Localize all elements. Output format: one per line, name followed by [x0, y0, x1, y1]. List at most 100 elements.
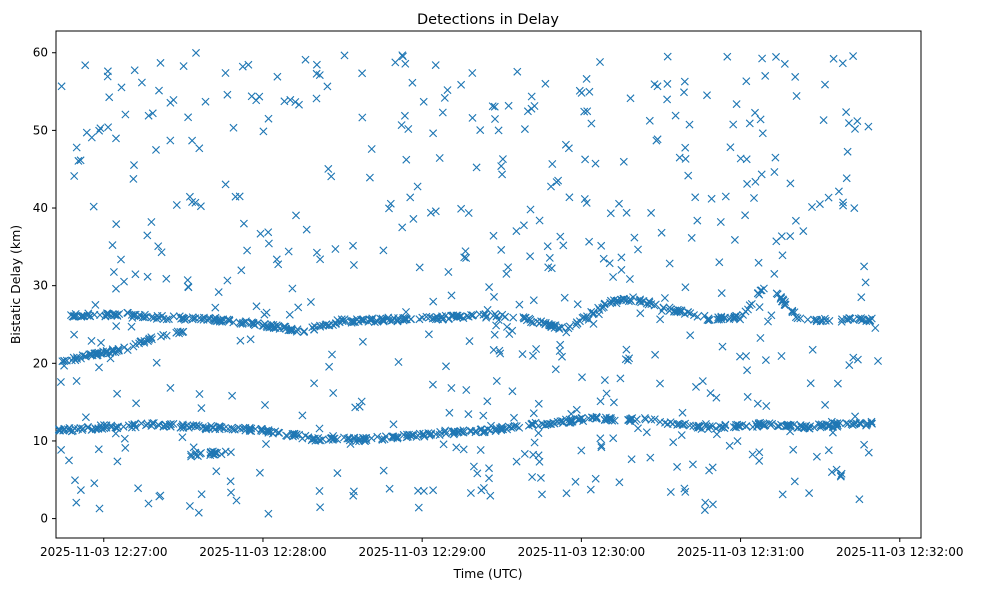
- detection-point: [226, 477, 235, 486]
- detection-point: [429, 297, 438, 306]
- detection-point: [594, 310, 603, 319]
- detection-point: [419, 487, 428, 495]
- detection-point: [832, 465, 841, 474]
- detection-point: [255, 468, 264, 477]
- detection-point: [71, 476, 79, 485]
- detection-point: [715, 258, 724, 267]
- detection-point: [838, 59, 847, 68]
- detection-point: [556, 232, 565, 241]
- detection-point: [684, 171, 693, 180]
- detection-point: [380, 435, 389, 444]
- detection-point: [256, 229, 265, 238]
- detection-point: [391, 58, 400, 67]
- detection-point: [661, 418, 669, 427]
- detection-point: [833, 379, 842, 388]
- detection-point: [519, 221, 528, 230]
- detection-point: [468, 69, 477, 77]
- detection-point: [273, 72, 282, 81]
- detection-point: [444, 268, 453, 276]
- detection-point: [509, 423, 518, 431]
- detection-point: [462, 386, 471, 394]
- detection-point: [839, 198, 847, 207]
- detection-point: [846, 314, 855, 323]
- detection-point: [189, 421, 198, 430]
- detection-point: [463, 312, 472, 320]
- detection-point: [806, 379, 815, 388]
- detection-point: [646, 453, 655, 462]
- detection-point: [745, 301, 754, 310]
- detection-point: [357, 397, 366, 406]
- detection-point: [762, 402, 771, 410]
- detection-point: [591, 474, 600, 483]
- detection-point: [520, 314, 529, 323]
- detection-point: [381, 432, 390, 441]
- detection-point: [573, 300, 582, 309]
- detection-point: [452, 443, 461, 452]
- detection-point: [95, 126, 104, 135]
- detection-point: [632, 415, 641, 424]
- detection-point: [790, 308, 799, 317]
- detection-point: [615, 478, 624, 487]
- detection-point: [117, 83, 126, 92]
- detection-point: [351, 403, 360, 412]
- detection-point: [223, 276, 232, 285]
- detection-point: [464, 209, 473, 217]
- detection-point: [508, 387, 517, 396]
- detection-point: [666, 488, 675, 496]
- detection-point: [603, 415, 612, 424]
- detection-point: [346, 440, 355, 448]
- detection-point: [94, 445, 103, 454]
- detection-point: [204, 424, 213, 433]
- detection-point: [347, 316, 356, 325]
- detection-point: [245, 426, 254, 435]
- detection-point: [755, 456, 764, 465]
- detection-point: [862, 421, 871, 430]
- detection-point: [544, 263, 553, 272]
- detection-point: [157, 248, 166, 257]
- detection-point: [621, 355, 630, 364]
- detection-point: [194, 508, 203, 517]
- detection-point: [751, 108, 759, 117]
- detection-point: [834, 187, 843, 196]
- detection-point: [70, 172, 79, 180]
- detection-point: [442, 362, 450, 371]
- detection-point: [447, 291, 456, 300]
- x-tick-label: 2025-11-03 12:27:00: [40, 545, 167, 559]
- detection-point: [587, 119, 596, 128]
- detection-point: [591, 159, 600, 168]
- detection-point: [291, 98, 300, 106]
- detection-point: [568, 417, 577, 426]
- detection-point: [488, 102, 497, 111]
- detection-point: [81, 413, 90, 422]
- detection-point: [471, 428, 480, 437]
- detection-point: [636, 295, 645, 304]
- detection-point: [790, 477, 799, 486]
- detection-point: [399, 430, 408, 439]
- detection-point: [149, 313, 158, 322]
- detection-point: [609, 398, 618, 407]
- detection-point: [169, 312, 178, 321]
- detection-point: [120, 434, 129, 443]
- detection-point: [552, 178, 561, 187]
- detection-point: [154, 420, 163, 429]
- detection-point: [397, 121, 406, 130]
- detection-point: [535, 457, 544, 466]
- detection-point: [583, 107, 592, 116]
- detection-point: [527, 92, 536, 101]
- detection-point: [528, 473, 537, 481]
- detection-point: [459, 426, 468, 435]
- detection-point: [575, 86, 584, 95]
- detection-point: [715, 422, 724, 431]
- detection-point: [777, 352, 786, 360]
- detection-point: [486, 491, 495, 500]
- detection-point: [483, 397, 492, 406]
- detection-point: [90, 479, 99, 488]
- detection-point: [479, 411, 488, 420]
- detection-point: [577, 446, 586, 455]
- detection-point: [214, 288, 223, 297]
- detection-point: [120, 277, 128, 286]
- detection-point: [144, 111, 153, 120]
- detection-point: [88, 425, 97, 434]
- detection-point: [337, 315, 346, 324]
